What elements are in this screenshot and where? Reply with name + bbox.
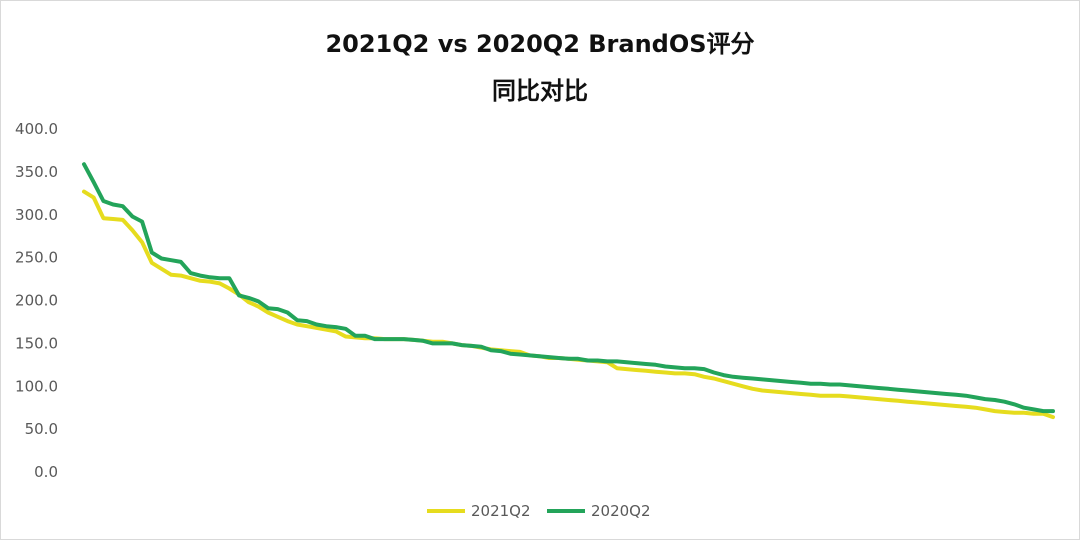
chart-subtitle: 同比对比 [492,77,588,105]
series-line-2021Q2 [82,189,1055,420]
legend-label-2021Q2: 2021Q2 [471,502,531,520]
y-tick-label: 350.0 [15,163,58,181]
plot-area [82,162,1055,420]
legend-label-2020Q2: 2020Q2 [591,502,651,520]
y-tick-label: 400.0 [15,120,58,138]
y-tick-label: 0.0 [34,463,58,481]
y-tick-label: 300.0 [15,206,58,224]
y-tick-label: 150.0 [15,334,58,352]
y-tick-label: 250.0 [15,249,58,267]
legend: 2021Q2 2020Q2 [427,502,651,520]
y-tick-label: 50.0 [25,420,58,438]
series-line-2020Q2 [82,162,1055,414]
y-axis: 0.0 50.0 100.0 150.0 200.0 250.0 300.0 350.0 400… [15,120,58,481]
y-tick-label: 100.0 [15,377,58,395]
y-tick-label: 200.0 [15,292,58,310]
chart-title: 2021Q2 vs 2020Q2 BrandOS评分 [325,30,755,58]
